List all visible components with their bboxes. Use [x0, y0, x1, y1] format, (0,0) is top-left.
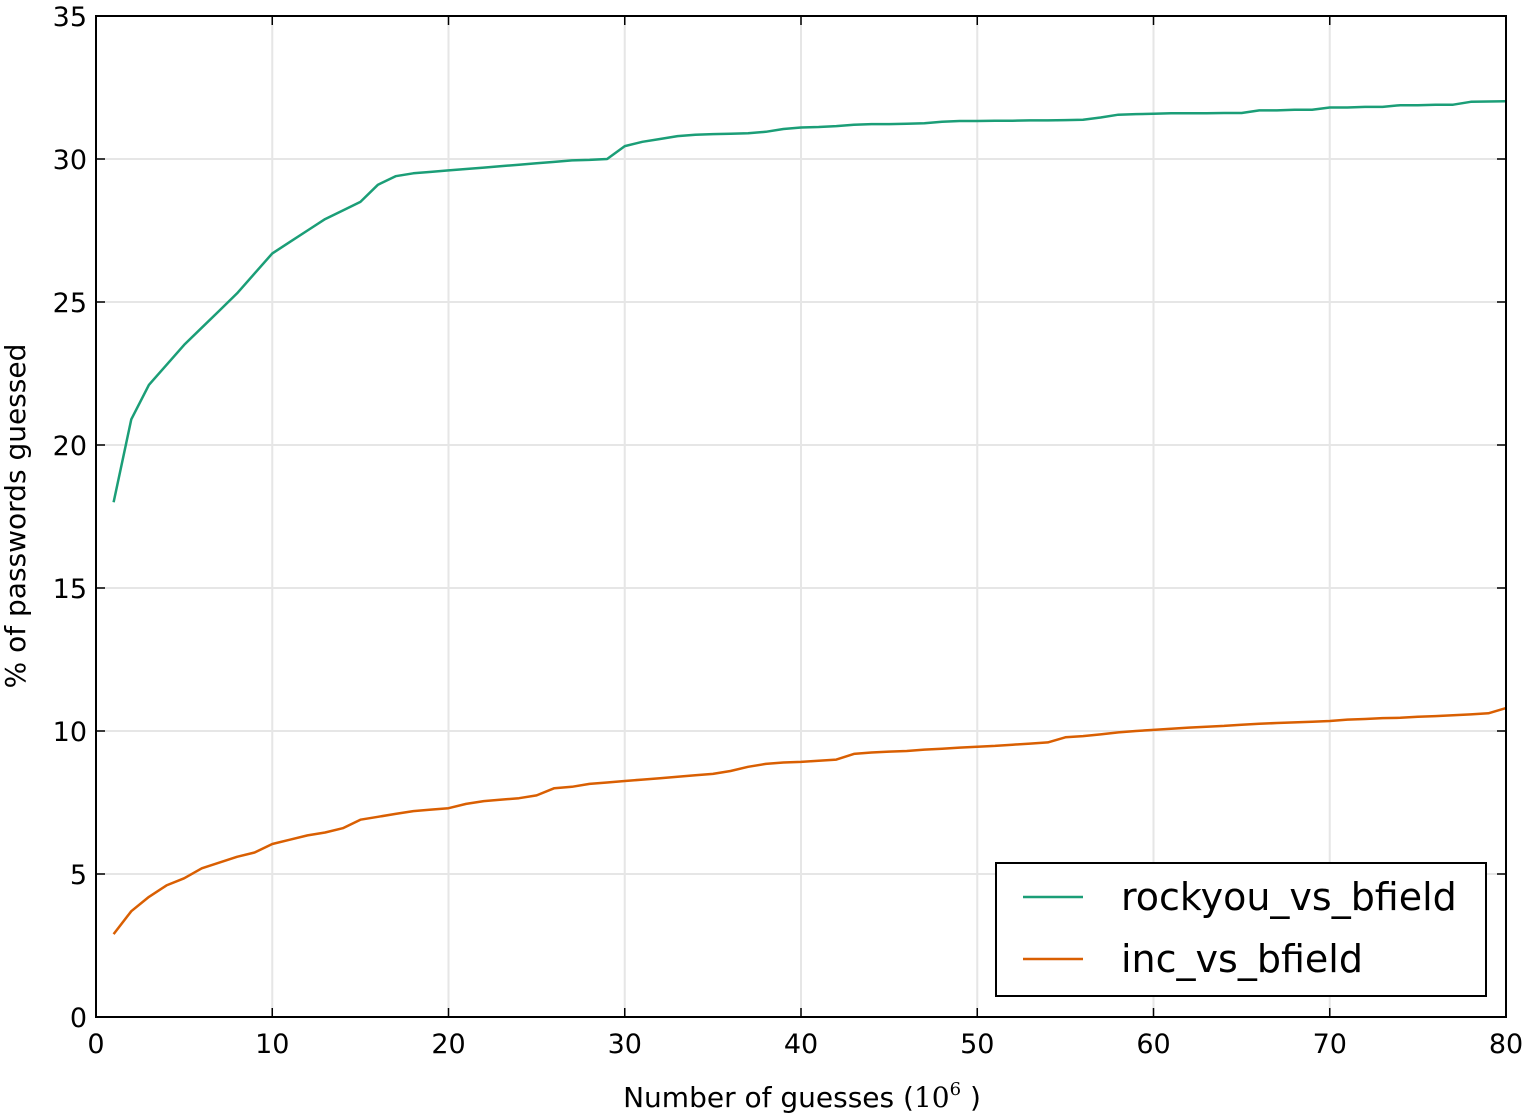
x-tick-label: 60 — [1136, 1029, 1170, 1060]
y-tick-label: 20 — [53, 431, 87, 462]
y-tick-label: 30 — [53, 145, 87, 176]
legend-label-inc_vs_bfield: inc_vs_bfield — [1121, 937, 1363, 981]
x-tick-label: 40 — [784, 1029, 818, 1060]
y-tick-label: 5 — [70, 860, 87, 891]
y-axis-label: % of passwords guessed — [0, 344, 32, 689]
x-tick-label: 0 — [87, 1029, 104, 1060]
y-tick-label: 25 — [53, 288, 87, 319]
legend-label-rockyou_vs_bfield: rockyou_vs_bfield — [1121, 875, 1457, 919]
series-line-inc_vs_bfield — [112, 706, 1507, 935]
y-tick-label: 15 — [53, 574, 87, 605]
x-axis-label-text: Number of guesses — [623, 1081, 894, 1114]
x-axis-unit-exponent: 6 — [950, 1079, 961, 1100]
x-axis-unit: (106 ) — [903, 1079, 981, 1114]
x-tick-label: 80 — [1489, 1029, 1523, 1060]
x-tick-label: 30 — [608, 1029, 642, 1060]
legend: rockyou_vs_bfield inc_vs_bfield — [995, 862, 1487, 997]
x-tick-label: 70 — [1313, 1029, 1347, 1060]
series-line-rockyou_vs_bfield — [112, 99, 1507, 503]
y-tick-label: 35 — [53, 2, 87, 33]
series-group — [112, 99, 1507, 935]
grid — [96, 16, 1506, 1017]
x-tick-label: 20 — [431, 1029, 465, 1060]
y-tick-label: 0 — [70, 1003, 87, 1034]
y-tick-label: 10 — [53, 717, 87, 748]
x-axis-label: Number of guesses (106 ) — [623, 1079, 981, 1114]
x-tick-label: 50 — [960, 1029, 994, 1060]
x-tick-label: 10 — [255, 1029, 289, 1060]
x-axis-unit-base: 10 — [914, 1081, 950, 1114]
ticks — [95, 15, 1507, 1018]
legend-box — [995, 862, 1487, 997]
tick-labels: 0 10 20 30 40 50 60 70 80 0 5 10 15 20 25 30 35 — [53, 2, 1524, 1060]
